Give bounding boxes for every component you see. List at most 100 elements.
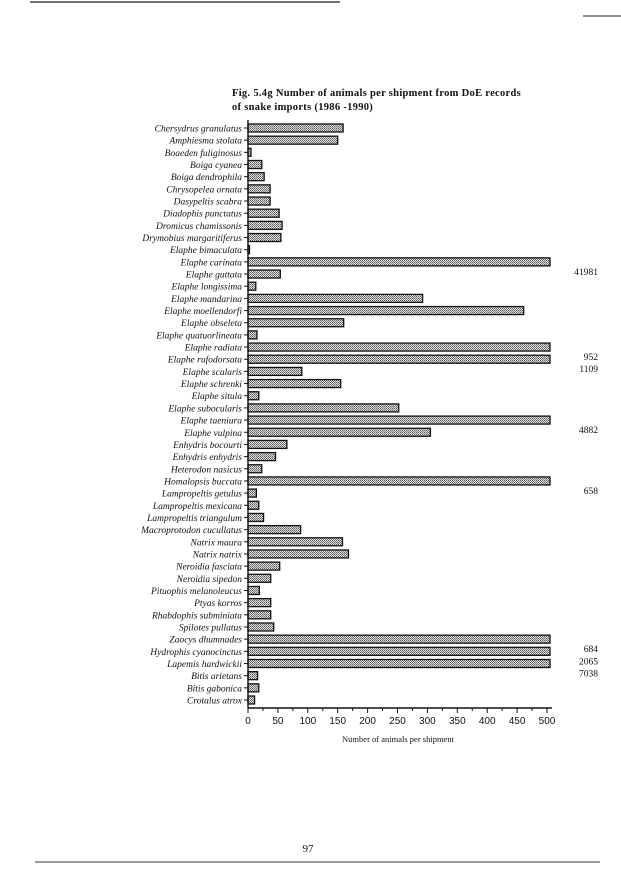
bar <box>247 208 280 218</box>
category-label: Crotalus atrox <box>187 697 243 707</box>
bar <box>247 342 551 352</box>
category-label: Natrix maura <box>190 538 243 548</box>
x-tick-label: 50 <box>272 716 284 727</box>
category-label: Elaphe situla <box>191 392 243 402</box>
bar <box>247 488 258 498</box>
bar <box>247 524 302 535</box>
bar <box>247 391 260 401</box>
bar <box>247 610 272 620</box>
bar <box>247 318 345 328</box>
bar <box>247 293 424 304</box>
category-label: Elaphe schrenki <box>180 380 242 390</box>
category-label: Elaphe subocularis <box>167 404 242 414</box>
x-tick-label: 250 <box>389 716 406 727</box>
bar <box>247 658 551 669</box>
bar <box>247 476 551 486</box>
bar <box>247 683 260 693</box>
category-label: Zaocys dhumnades <box>169 636 242 646</box>
chart-title: Fig. 5.4g Number of animals per shipment… <box>232 88 521 99</box>
bar <box>247 184 271 194</box>
category-label: Elaphe guttata <box>185 271 242 281</box>
x-tick-label: 300 <box>419 716 436 727</box>
bar <box>247 646 551 656</box>
category-label: Lampropeltis mexicana <box>152 502 242 512</box>
data-label: 2065 <box>579 657 598 667</box>
data-label: 41981 <box>574 268 598 278</box>
bar <box>247 512 265 523</box>
data-label: 7038 <box>579 669 598 679</box>
data-label: 4882 <box>579 426 598 436</box>
bar <box>247 330 258 340</box>
bar <box>247 305 525 316</box>
category-label: Elaphe mandarina <box>170 295 242 305</box>
bar <box>247 537 344 547</box>
category-label: Neroidia fasciata <box>175 562 242 573</box>
category-label: Macroprotodon cucullatus <box>140 526 242 536</box>
category-label: Elaphe radiata <box>184 344 243 354</box>
bar <box>247 366 303 377</box>
bar <box>247 281 257 291</box>
bar <box>247 549 350 559</box>
category-label: Elaphe rufodorsata <box>167 355 242 366</box>
category-label: Ptyas korros <box>193 599 242 609</box>
category-label: Pituophis melanoleucus <box>150 587 242 597</box>
category-label: Elaphe moellendorfi <box>163 306 242 317</box>
bar <box>247 172 265 182</box>
category-label: Elaphe obseleta <box>180 319 242 329</box>
x-tick-label: 100 <box>299 716 316 727</box>
category-label: Spilotes pullatus <box>179 623 242 633</box>
bar <box>247 597 272 608</box>
bar <box>247 257 551 267</box>
category-label: Lampropeltis triangulum <box>146 514 242 524</box>
category-label: Elaphe scalaris <box>182 368 243 378</box>
bar <box>247 695 256 705</box>
category-label: Drymobius margaritiferus <box>141 233 242 244</box>
category-label: Elaphe bimaculata <box>169 246 242 256</box>
x-tick-label: 200 <box>359 716 376 727</box>
category-label: Boiga dendrophila <box>171 173 242 183</box>
category-label: Bitis arietans <box>191 672 242 682</box>
category-label: Boaeden fuliginosus <box>165 148 243 159</box>
bar <box>247 451 277 462</box>
category-label: Amphiesma stolata <box>168 137 242 147</box>
bar <box>247 439 288 450</box>
category-label: Neroidia sipedon <box>176 575 243 585</box>
x-axis-label: Number of animals per shipment <box>342 734 455 744</box>
bar <box>247 427 432 437</box>
x-tick-label: 450 <box>509 716 526 727</box>
data-label: 684 <box>584 645 599 655</box>
chart-title-line2: of snake imports (1986 -1990) <box>232 102 373 113</box>
category-label: Dromicus chamissonis <box>155 222 242 232</box>
bar <box>247 196 271 206</box>
category-label: Enhydris enhydris <box>172 453 243 463</box>
bar <box>247 671 259 681</box>
data-label: 658 <box>584 487 599 497</box>
bar <box>247 415 551 425</box>
page-number: 97 <box>303 843 315 855</box>
category-label: Lampropeltis getulus <box>161 490 242 500</box>
bar <box>247 159 263 170</box>
data-label: 1109 <box>579 365 598 375</box>
bar <box>247 123 344 133</box>
x-tick-label: 400 <box>479 716 496 727</box>
category-label: Elaphe taeniura <box>180 417 243 427</box>
x-tick-label: 0 <box>245 716 251 727</box>
bar <box>247 561 281 571</box>
category-label: Elaphe quatuorlineata <box>155 331 242 341</box>
category-label: Heterodon nasicus <box>170 465 242 475</box>
category-label: Rhabdophis subminiata <box>151 611 242 621</box>
bar <box>247 500 260 510</box>
bar <box>247 232 282 243</box>
bar <box>247 378 342 389</box>
bar <box>247 220 283 231</box>
category-label: Diadophis punctatus <box>162 210 242 220</box>
category-label: Elaphe carinata <box>180 258 243 268</box>
category-label: Lapemis hardwickii <box>166 660 242 670</box>
bar <box>247 135 339 145</box>
category-label: Homalopsis buccata <box>163 477 242 487</box>
bar <box>247 622 275 632</box>
bar <box>247 269 281 279</box>
category-label: Natrix natrix <box>192 550 243 560</box>
x-tick-label: 500 <box>539 716 556 727</box>
